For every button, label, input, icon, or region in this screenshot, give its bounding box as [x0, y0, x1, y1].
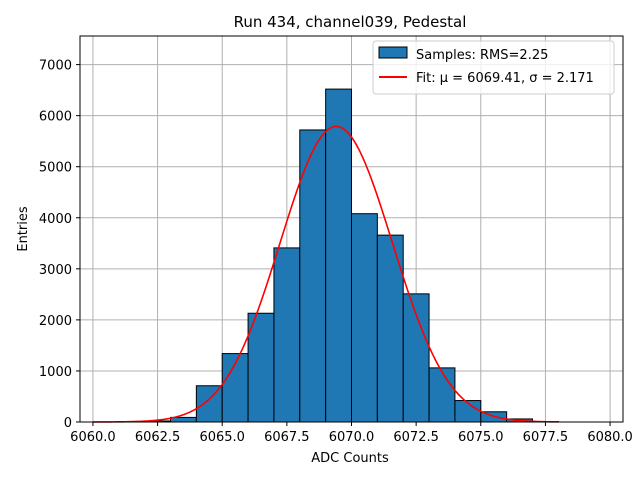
y-tick-label: 3000 — [39, 263, 72, 278]
fit-curve — [92, 125, 559, 423]
y-tick-label: 5000 — [39, 161, 72, 176]
legend-swatch-samples — [378, 46, 408, 59]
legend: Samples: RMS=2.25 Fit: μ = 6069.41, σ = … — [372, 40, 615, 95]
chart-title: Run 434, channel039, Pedestal — [234, 13, 467, 31]
y-axis-ticks: 0 1000 2000 3000 4000 5000 6000 7000 — [39, 59, 80, 431]
y-axis-label: Entries — [16, 206, 31, 252]
histogram-bars — [144, 88, 559, 423]
legend-label-samples: Samples: RMS=2.25 — [416, 48, 548, 63]
x-tick-label: 6067.5 — [264, 430, 310, 445]
y-tick-label: 7000 — [39, 59, 72, 74]
x-tick-label: 6072.5 — [393, 430, 439, 445]
legend-box — [372, 40, 615, 95]
y-tick-label: 6000 — [39, 110, 72, 125]
x-tick-label: 6070.0 — [329, 430, 375, 445]
x-axis-label: ADC Counts — [311, 451, 389, 466]
x-tick-label: 6075.0 — [458, 430, 504, 445]
y-tick-label: 0 — [64, 416, 72, 431]
histogram-bar — [351, 213, 378, 423]
y-tick-label: 4000 — [39, 212, 72, 227]
fit-curve-layer — [92, 125, 559, 423]
histogram-bar — [428, 367, 456, 423]
x-tick-label: 6060.0 — [70, 430, 116, 445]
histogram-bar — [273, 247, 301, 423]
x-axis-ticks: 6060.0 6062.5 6065.0 6067.5 6070.0 6072.5 6075… — [70, 422, 633, 445]
histogram-bar — [247, 312, 275, 423]
x-tick-label: 6062.5 — [135, 430, 181, 445]
x-tick-label: 6077.5 — [523, 430, 569, 445]
x-tick-label: 6065.0 — [199, 430, 245, 445]
legend-label-fit: Fit: μ = 6069.41, σ = 2.171 — [416, 71, 594, 86]
y-tick-label: 1000 — [39, 365, 72, 380]
y-tick-label: 2000 — [39, 314, 72, 329]
histogram-bar — [325, 88, 352, 423]
histogram-bar — [195, 385, 223, 423]
x-tick-label: 6080.0 — [587, 430, 633, 445]
